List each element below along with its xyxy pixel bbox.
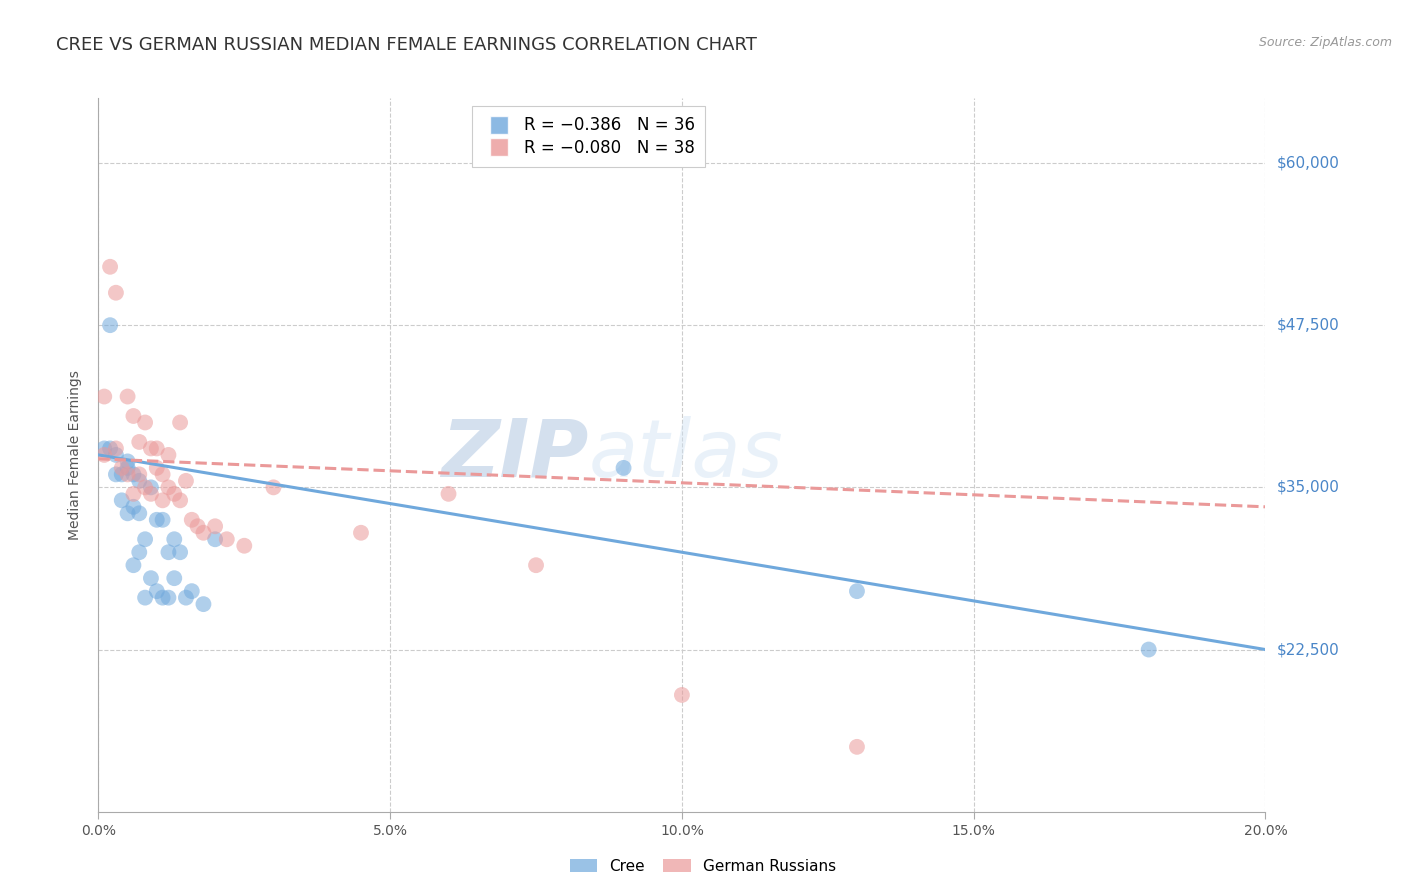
Point xyxy=(128,434,150,449)
Point xyxy=(163,533,186,547)
Text: $60,000: $60,000 xyxy=(1277,155,1340,170)
Point xyxy=(180,513,202,527)
Point xyxy=(104,442,127,456)
Point xyxy=(122,487,145,501)
Point xyxy=(146,513,169,527)
Point xyxy=(111,467,134,482)
Point xyxy=(128,474,150,488)
Point xyxy=(262,480,284,494)
Point xyxy=(524,558,547,573)
Point xyxy=(193,597,215,611)
Point xyxy=(117,506,139,520)
Point xyxy=(139,442,162,456)
Point xyxy=(215,533,238,547)
Point xyxy=(612,461,634,475)
Point xyxy=(122,500,145,514)
Text: atlas: atlas xyxy=(589,416,783,494)
Point xyxy=(152,493,174,508)
Point xyxy=(845,584,868,599)
Point xyxy=(134,591,156,605)
Point xyxy=(174,591,197,605)
Point xyxy=(146,461,169,475)
Point xyxy=(128,467,150,482)
Legend: R = −0.386   N = 36, R = −0.080   N = 38: R = −0.386 N = 36, R = −0.080 N = 38 xyxy=(472,106,704,167)
Point xyxy=(93,390,115,404)
Point xyxy=(122,558,145,573)
Point xyxy=(122,467,145,482)
Point xyxy=(98,260,121,274)
Point xyxy=(134,480,156,494)
Point xyxy=(111,493,134,508)
Text: $35,000: $35,000 xyxy=(1277,480,1340,495)
Point xyxy=(152,467,174,482)
Point xyxy=(152,513,174,527)
Point xyxy=(157,591,180,605)
Point xyxy=(104,467,127,482)
Point xyxy=(146,584,169,599)
Point xyxy=(157,448,180,462)
Point xyxy=(93,448,115,462)
Point xyxy=(233,539,256,553)
Point xyxy=(350,525,373,540)
Point xyxy=(671,688,693,702)
Point xyxy=(152,591,174,605)
Point xyxy=(98,318,121,333)
Text: Source: ZipAtlas.com: Source: ZipAtlas.com xyxy=(1258,36,1392,49)
Point xyxy=(204,519,226,533)
Legend: Cree, German Russians: Cree, German Russians xyxy=(564,853,842,880)
Point xyxy=(117,461,139,475)
Point xyxy=(169,545,191,559)
Point xyxy=(180,584,202,599)
Point xyxy=(128,506,150,520)
Point xyxy=(93,442,115,456)
Text: $47,500: $47,500 xyxy=(1277,318,1340,333)
Point xyxy=(117,454,139,468)
Point xyxy=(111,461,134,475)
Point xyxy=(134,533,156,547)
Text: $22,500: $22,500 xyxy=(1277,642,1340,657)
Point xyxy=(157,545,180,559)
Text: ZIP: ZIP xyxy=(441,416,589,494)
Point xyxy=(104,448,127,462)
Point xyxy=(193,525,215,540)
Point xyxy=(134,416,156,430)
Point xyxy=(204,533,226,547)
Point xyxy=(139,480,162,494)
Point xyxy=(174,474,197,488)
Point xyxy=(139,571,162,585)
Point xyxy=(104,285,127,300)
Point xyxy=(163,487,186,501)
Point xyxy=(117,467,139,482)
Point xyxy=(128,545,150,559)
Point xyxy=(98,442,121,456)
Point xyxy=(146,442,169,456)
Point xyxy=(845,739,868,754)
Point xyxy=(122,409,145,423)
Point xyxy=(1137,642,1160,657)
Point xyxy=(157,480,180,494)
Y-axis label: Median Female Earnings: Median Female Earnings xyxy=(69,370,83,540)
Point xyxy=(437,487,460,501)
Point xyxy=(169,493,191,508)
Point xyxy=(169,416,191,430)
Point xyxy=(163,571,186,585)
Point xyxy=(187,519,209,533)
Point xyxy=(139,487,162,501)
Point xyxy=(117,390,139,404)
Text: CREE VS GERMAN RUSSIAN MEDIAN FEMALE EARNINGS CORRELATION CHART: CREE VS GERMAN RUSSIAN MEDIAN FEMALE EAR… xyxy=(56,36,756,54)
